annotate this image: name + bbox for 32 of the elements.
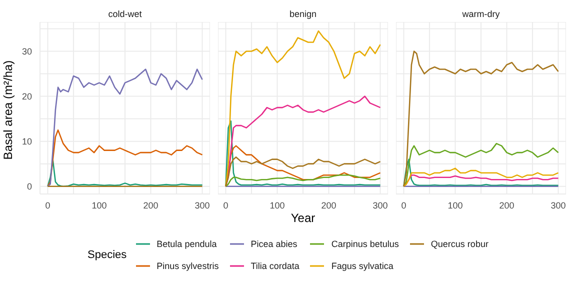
x-axis-title: Year xyxy=(290,211,316,225)
legend-label: Quercus robur xyxy=(430,238,488,251)
x-tick-label: 100 xyxy=(270,200,285,210)
y-tick-label: 20 xyxy=(22,91,32,102)
legend-label: Picea abies xyxy=(250,238,298,251)
legend-label: Betula pendula xyxy=(156,238,218,251)
x-tick-label: 0 xyxy=(45,200,50,210)
line-series xyxy=(47,160,203,187)
x-tick-label: 300 xyxy=(550,200,566,210)
x-tick-label: 0 xyxy=(223,200,228,210)
x-tick-label: 200 xyxy=(499,200,514,210)
legend-title: Species xyxy=(88,249,127,261)
y-tick-label: 30 xyxy=(22,46,32,56)
x-tick-label: 200 xyxy=(321,200,336,210)
legend-label: Pinus sylvestris xyxy=(156,260,219,273)
legend-label: Tilia cordata xyxy=(250,260,300,273)
chart-title: warm-dry xyxy=(461,8,501,21)
line-series xyxy=(47,68,203,187)
line-series xyxy=(47,129,203,187)
y-axis-title: Basal area (m²/ha) xyxy=(1,60,15,160)
x-tick-label: 200 xyxy=(143,200,158,210)
chart-title: cold-wet xyxy=(107,8,143,21)
y-tick-label: 0 xyxy=(26,182,32,192)
x-tick-label: 100 xyxy=(92,200,107,210)
x-tick-label: 300 xyxy=(194,200,210,210)
legend-label: Fagus sylvatica xyxy=(330,260,394,273)
x-tick-label: 300 xyxy=(372,200,388,210)
legend-label: Carpinus betulus xyxy=(330,238,399,251)
x-tick-label: 100 xyxy=(448,200,463,210)
y-tick-label: 10 xyxy=(22,136,32,147)
chart-title: benign xyxy=(288,8,318,21)
x-tick-label: 0 xyxy=(401,200,406,210)
